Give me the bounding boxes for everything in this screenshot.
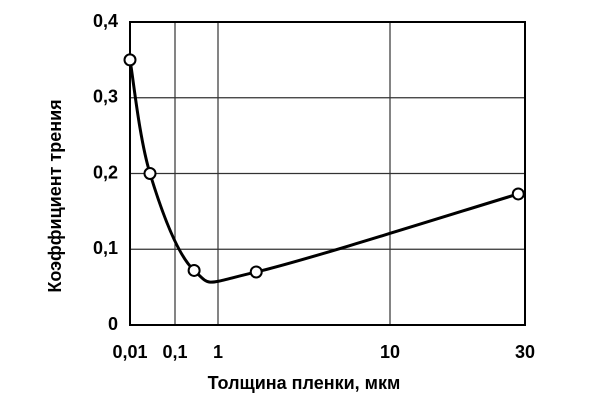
marker [249,265,263,279]
marker [123,53,137,67]
marker [143,167,157,180]
x-tick-label: 10 [380,342,400,362]
y-tick-label: 0,2 [93,162,118,182]
plot-frame [129,21,526,326]
y-tick-label: 0,4 [93,11,118,31]
x-tick-label: 30 [515,342,535,362]
x-tick-label: 0,1 [162,342,187,362]
y-tick-label: 0,3 [93,87,118,107]
x-tick-label: 0,01 [112,342,147,362]
x-axis-label: Толщина пленки, мкм [208,373,401,393]
marker [187,263,201,277]
line [128,59,519,284]
marker [511,187,525,201]
y-tick-label: 0,1 [93,238,118,258]
x-tick-label: 1 [213,342,223,362]
y-axis-label: Коэффициент трения [45,99,65,292]
y-tick-label: 0 [108,314,118,334]
